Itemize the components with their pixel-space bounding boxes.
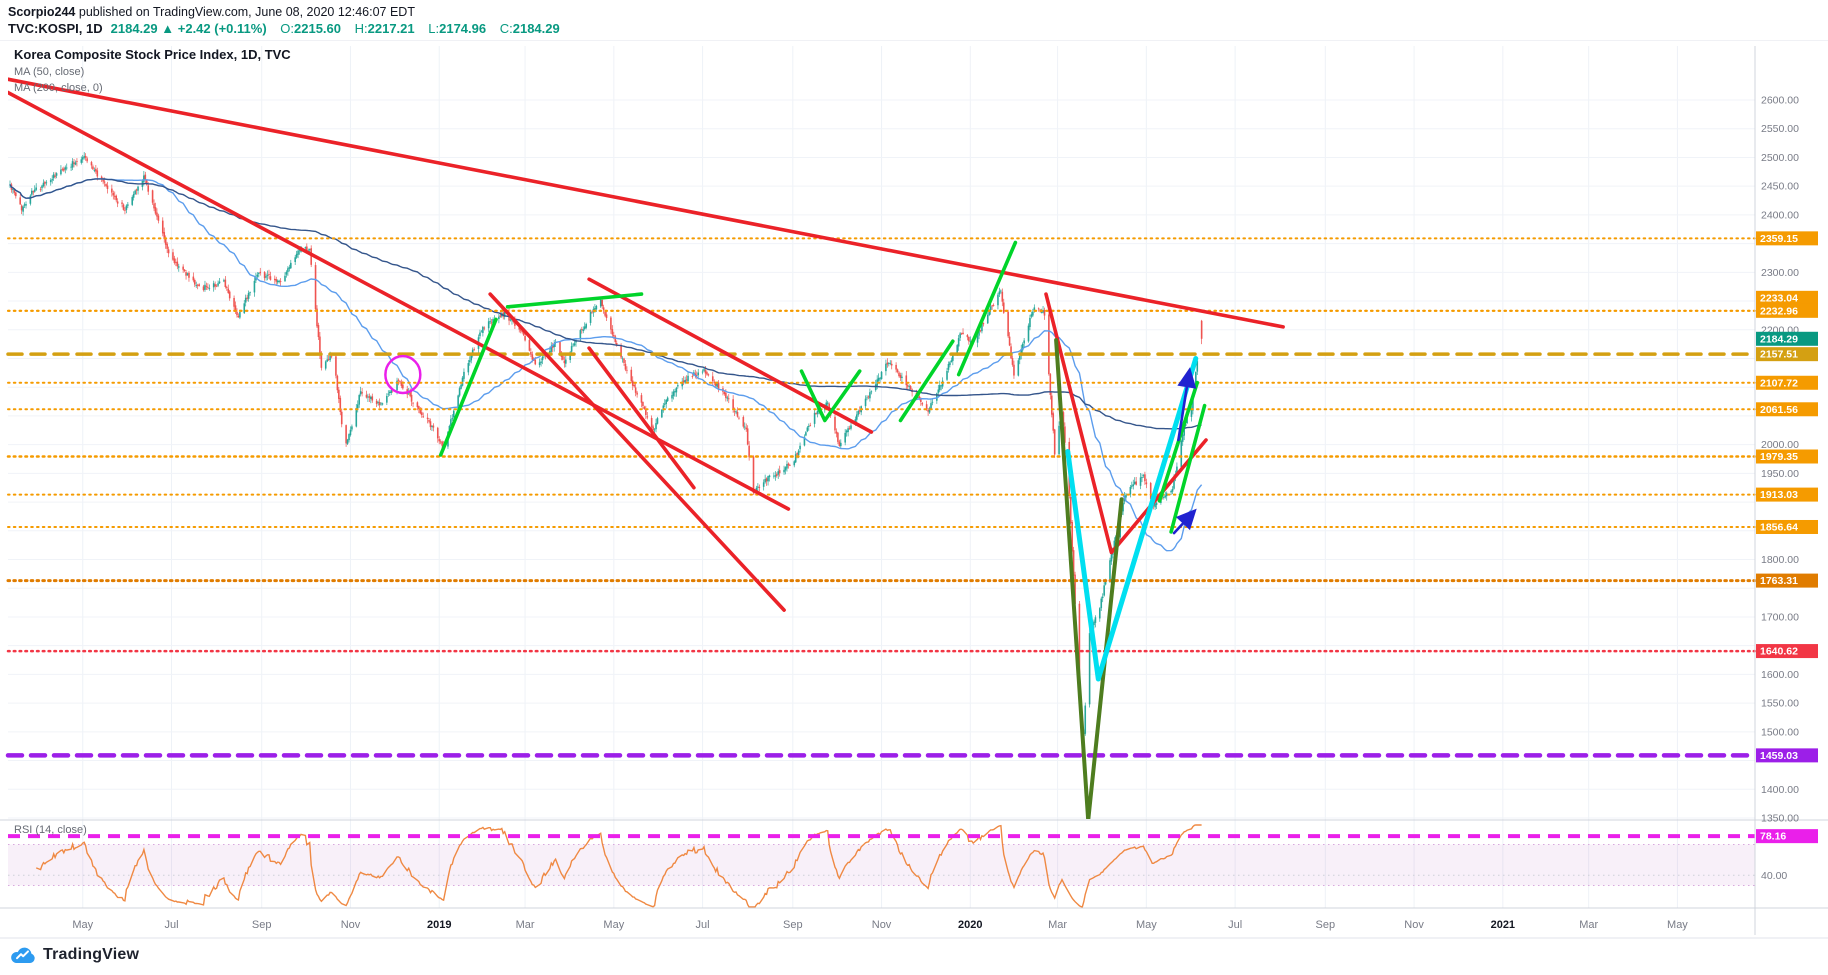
price-change: +2.42 (+0.11%) xyxy=(177,21,267,36)
close-value: 2184.29 xyxy=(512,21,560,36)
up-arrow-icon: ▲ xyxy=(161,21,175,36)
svg-text:1763.31: 1763.31 xyxy=(1760,575,1798,587)
tradingview-logo-icon[interactable] xyxy=(10,944,36,966)
svg-text:78.16: 78.16 xyxy=(1760,831,1786,843)
high-value: 2217.21 xyxy=(367,21,415,36)
symbol-interval[interactable]: TVC:KOSPI, 1D xyxy=(8,21,103,36)
svg-text:May: May xyxy=(603,919,624,931)
ma200-legend[interactable]: MA (200, close, 0) xyxy=(14,82,103,94)
low-value: 2174.96 xyxy=(439,21,487,36)
svg-text:2232.96: 2232.96 xyxy=(1760,305,1798,317)
svg-text:May: May xyxy=(72,919,93,931)
ma-200-line xyxy=(9,178,1202,430)
magenta-circle[interactable] xyxy=(384,354,422,395)
svg-text:May: May xyxy=(1136,919,1157,931)
grid-layer xyxy=(8,46,1755,908)
svg-text:Mar: Mar xyxy=(1579,919,1598,931)
publish-line: Scorpio244 published on TradingView.com,… xyxy=(8,5,1828,19)
svg-text:1700.00: 1700.00 xyxy=(1761,611,1799,623)
svg-text:Nov: Nov xyxy=(872,919,892,931)
svg-text:Nov: Nov xyxy=(341,919,361,931)
footer-bar: TradingView xyxy=(10,944,139,966)
svg-text:Sep: Sep xyxy=(252,919,272,931)
high-label: H: xyxy=(354,21,368,36)
svg-text:2400.00: 2400.00 xyxy=(1761,209,1799,221)
svg-text:Sep: Sep xyxy=(783,919,803,931)
tradingview-wordmark[interactable]: TradingView xyxy=(43,946,140,963)
svg-text:2021: 2021 xyxy=(1491,919,1515,931)
low-label: L: xyxy=(428,21,440,36)
svg-text:2300.00: 2300.00 xyxy=(1761,267,1799,279)
ma-50-line xyxy=(9,178,1203,552)
svg-text:2107.72: 2107.72 xyxy=(1760,377,1798,389)
ohlc-low: L:2174.96 xyxy=(428,21,486,36)
svg-text:Mar: Mar xyxy=(1048,919,1067,931)
ohlc-open: O:2215.60 xyxy=(280,21,341,36)
svg-text:2157.51: 2157.51 xyxy=(1760,349,1798,361)
svg-text:2600.00: 2600.00 xyxy=(1761,95,1799,107)
level-lines-layer[interactable] xyxy=(5,237,1758,758)
svg-text:40.00: 40.00 xyxy=(1761,870,1787,882)
open-label: O: xyxy=(280,21,295,36)
svg-text:2184.29: 2184.29 xyxy=(1760,333,1798,345)
svg-text:1500.00: 1500.00 xyxy=(1761,726,1799,738)
rsi-line xyxy=(35,824,1202,908)
svg-text:1459.03: 1459.03 xyxy=(1760,750,1798,762)
svg-text:2359.15: 2359.15 xyxy=(1760,233,1798,245)
close-label: C: xyxy=(499,21,513,36)
drawings-layer[interactable] xyxy=(3,77,1285,820)
svg-text:2550.00: 2550.00 xyxy=(1761,123,1799,135)
svg-text:2020: 2020 xyxy=(958,919,982,931)
main-pane-legend: Korea Composite Stock Price Index, 1D, T… xyxy=(14,47,291,94)
svg-text:Jul: Jul xyxy=(696,919,710,931)
svg-text:2061.56: 2061.56 xyxy=(1760,404,1798,416)
svg-text:1640.62: 1640.62 xyxy=(1760,646,1798,658)
snapshot-header: Scorpio244 published on TradingView.com,… xyxy=(0,0,1828,40)
svg-text:1856.64: 1856.64 xyxy=(1760,521,1798,533)
svg-text:1950.00: 1950.00 xyxy=(1761,468,1799,480)
svg-text:1550.00: 1550.00 xyxy=(1761,698,1799,710)
svg-text:Jul: Jul xyxy=(1228,919,1242,931)
svg-text:Mar: Mar xyxy=(516,919,535,931)
publish-info: published on TradingView.com, June 08, 2… xyxy=(75,5,415,19)
ohlc-close: C:2184.29 xyxy=(500,21,560,36)
svg-text:Jul: Jul xyxy=(164,919,178,931)
svg-text:Nov: Nov xyxy=(1404,919,1424,931)
ohlc-high: H:2217.21 xyxy=(355,21,415,36)
svg-text:2450.00: 2450.00 xyxy=(1761,181,1799,193)
svg-text:1800.00: 1800.00 xyxy=(1761,554,1799,566)
svg-text:2500.00: 2500.00 xyxy=(1761,152,1799,164)
time-axis[interactable]: May Jul Sep Nov 2019 Mar May Jul Sep Nov 2020 Mar Ma… xyxy=(72,919,1688,931)
symbol-line: TVC:KOSPI, 1D 2184.29 ▲ +2.42 (+0.11%) O:… xyxy=(8,21,1828,37)
svg-text:Sep: Sep xyxy=(1316,919,1336,931)
open-value: 2215.60 xyxy=(294,21,342,36)
price-axis[interactable]: 1350.00 1400.00 1500.00 1550.00 1600.00 1700.… xyxy=(1756,95,1818,882)
svg-text:1979.35: 1979.35 xyxy=(1760,451,1798,463)
svg-text:1600.00: 1600.00 xyxy=(1761,669,1799,681)
rsi-pane xyxy=(8,824,1755,908)
svg-text:1913.03: 1913.03 xyxy=(1760,489,1798,501)
svg-text:2019: 2019 xyxy=(427,919,451,931)
ma50-legend[interactable]: MA (50, close) xyxy=(14,66,85,78)
rsi-legend[interactable]: RSI (14, close) xyxy=(14,824,87,836)
svg-text:2000.00: 2000.00 xyxy=(1761,439,1799,451)
author-name: Scorpio244 xyxy=(8,5,76,19)
svg-text:May: May xyxy=(1667,919,1688,931)
svg-text:1400.00: 1400.00 xyxy=(1761,784,1799,796)
svg-text:2233.04: 2233.04 xyxy=(1760,292,1798,304)
chart-title[interactable]: Korea Composite Stock Price Index, 1D, T… xyxy=(14,47,291,62)
svg-text:1350.00: 1350.00 xyxy=(1761,813,1799,825)
last-price-text: 2184.29 xyxy=(110,21,158,36)
